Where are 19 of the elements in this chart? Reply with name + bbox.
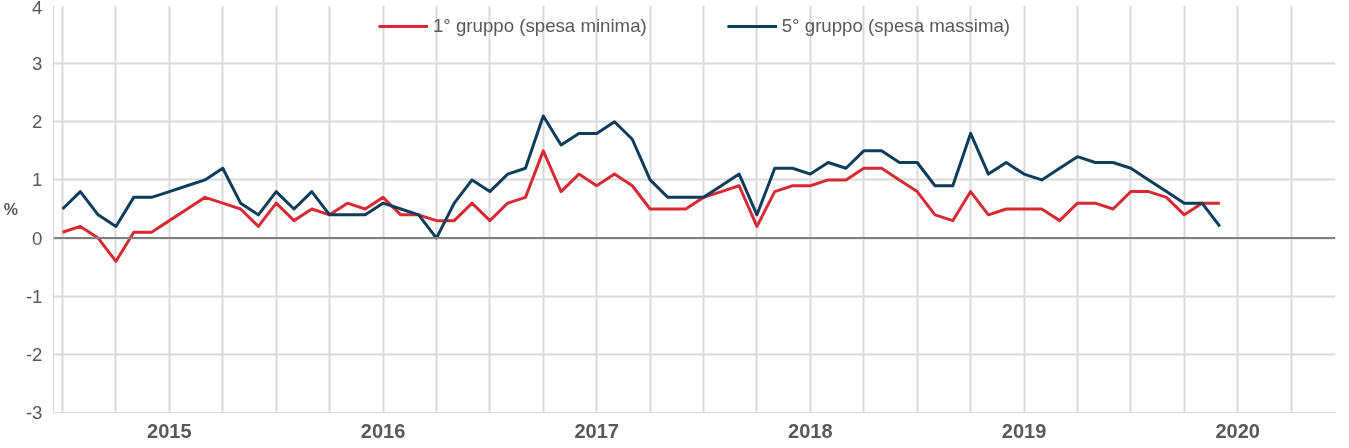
y-tick-label: -3 [25,402,43,423]
y-tick-label: 4 [32,0,43,18]
line-series [61,149,1222,263]
y-tick-label: 0 [32,227,43,249]
line-series [61,114,1222,240]
y-tick-label: 2 [32,111,43,133]
y-tick-label: -2 [25,343,43,365]
x-tick-label: 2019 [1001,419,1047,442]
legend-label: 1° gruppo (spesa minima) [432,15,647,37]
y-axis-title: % [3,200,18,218]
x-tick-label: 2018 [788,419,833,442]
x-tick-label: 2015 [147,419,192,442]
y-tick-label: -1 [25,285,43,307]
y-tick-label: 1 [32,169,43,191]
x-tick-label: 2020 [1215,419,1260,442]
x-tick-label: 2017 [574,419,619,442]
legend-label: 5° gruppo (spesa massima) [781,15,1011,37]
x-tick-label: 2016 [360,419,406,442]
y-tick-label: 3 [32,53,43,75]
